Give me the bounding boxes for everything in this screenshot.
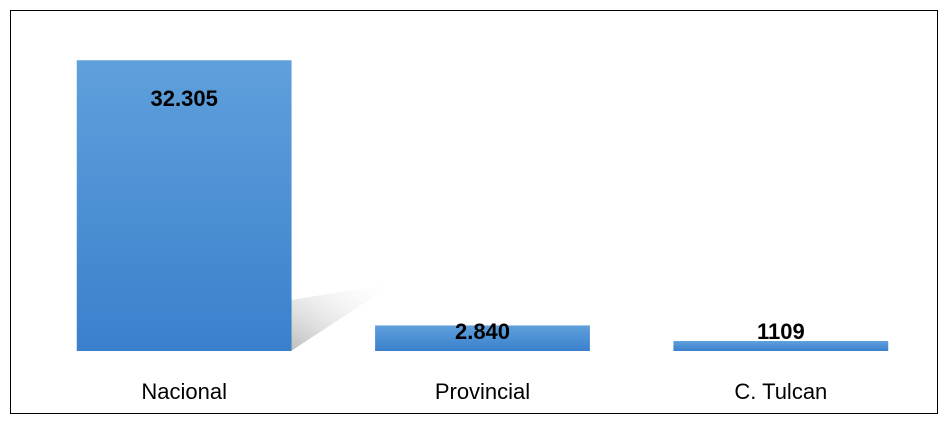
bar-shadow	[291, 283, 395, 351]
bar	[76, 60, 292, 351]
data-label: 32.305	[151, 86, 218, 111]
data-label: 2.840	[455, 319, 510, 344]
x-tick-label: Nacional	[141, 379, 227, 404]
x-tick-label: Provincial	[435, 379, 530, 404]
x-tick-label: C. Tulcan	[734, 379, 827, 404]
data-label: 1109	[757, 319, 805, 344]
bar	[375, 325, 590, 351]
bar	[673, 341, 889, 351]
